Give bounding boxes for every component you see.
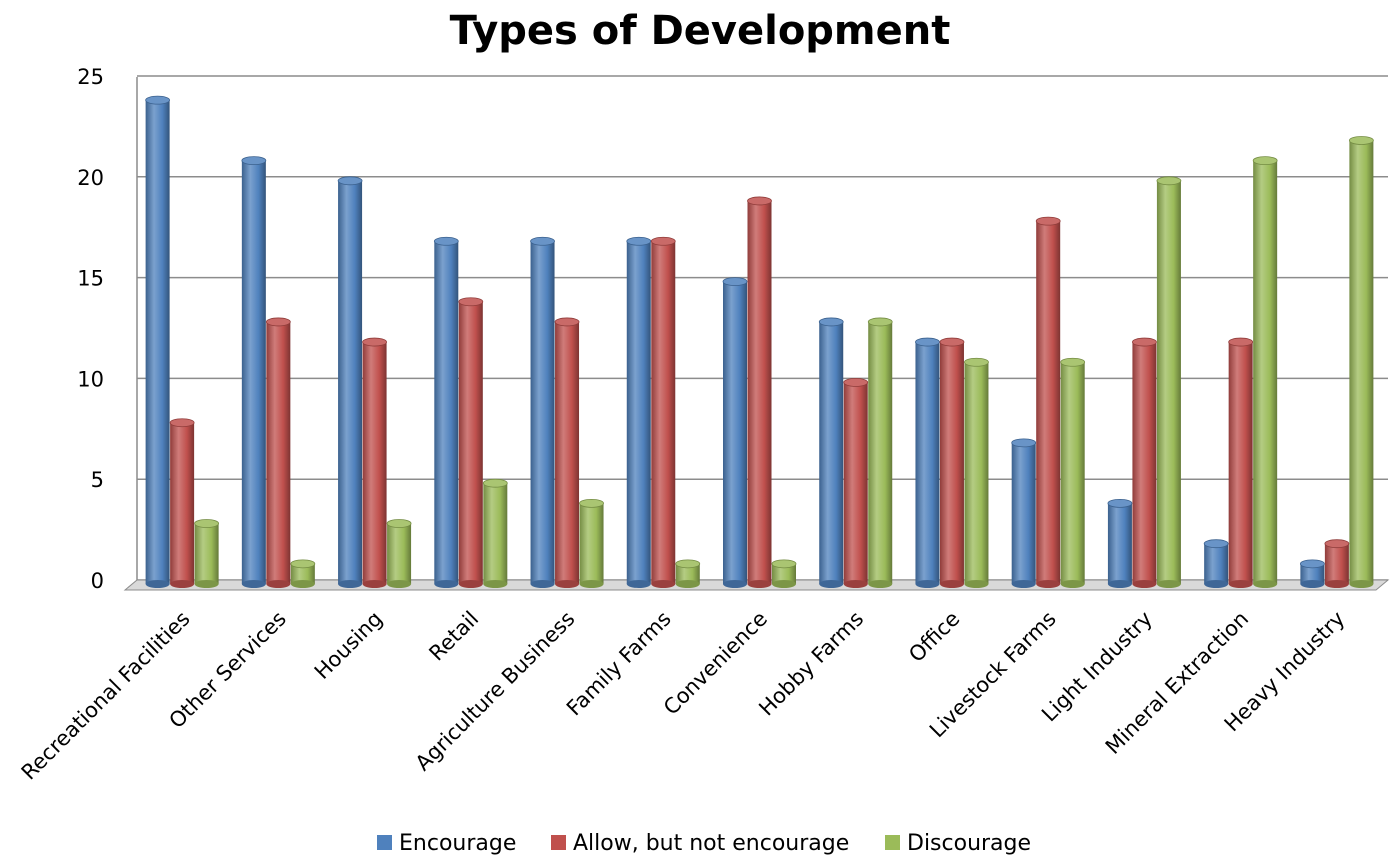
bar-allow-but-not-encourage-9 (1035, 216, 1061, 588)
bar-allow-but-not-encourage-5 (650, 236, 676, 588)
bar-discourage-8 (964, 357, 989, 588)
legend-label: Discourage (907, 831, 1031, 856)
bar-allow-but-not-encourage-11 (1228, 337, 1254, 588)
bar-encourage-12 (1299, 559, 1325, 588)
bar-encourage-8 (915, 337, 940, 588)
bar-encourage-10 (1107, 498, 1133, 588)
legend-swatch (885, 835, 900, 850)
bar-allow-but-not-encourage-8 (939, 337, 965, 588)
x-tick-label: Office (904, 607, 964, 667)
y-tick-label: 15 (77, 267, 104, 291)
bar-allow-but-not-encourage-10 (1132, 337, 1157, 588)
bar-discourage-6 (771, 559, 797, 588)
bar-encourage-1 (241, 156, 267, 588)
bar-discourage-12 (1348, 136, 1374, 588)
bar-encourage-7 (818, 317, 844, 588)
bar-allow-but-not-encourage-2 (362, 337, 387, 588)
bar-encourage-4 (530, 236, 555, 588)
bar-discourage-5 (675, 559, 701, 588)
bar-allow-but-not-encourage-12 (1324, 539, 1350, 588)
bar-allow-but-not-encourage-6 (747, 196, 772, 588)
bar-encourage-3 (433, 236, 459, 588)
bar-allow-but-not-encourage-3 (458, 297, 484, 588)
bar-discourage-1 (290, 559, 316, 588)
legend-label: Allow, but not encourage (573, 831, 849, 856)
y-tick-label: 5 (91, 468, 104, 492)
legend-label: Encourage (399, 831, 516, 856)
legend: Encourage Allow, but not encourage Discour… (377, 831, 1031, 856)
x-tick-label: Recreational Facilities (17, 607, 195, 785)
bar-discourage-11 (1252, 156, 1278, 588)
bar-discourage-0 (194, 519, 220, 588)
bar-encourage-9 (1011, 438, 1037, 588)
bar-encourage-5 (626, 236, 652, 588)
bar-allow-but-not-encourage-4 (554, 317, 580, 588)
bar-discourage-9 (1060, 357, 1086, 588)
bars (145, 95, 1374, 588)
y-tick-label: 20 (77, 166, 104, 190)
legend-swatch (377, 835, 392, 850)
legend-swatch (551, 835, 566, 850)
x-tick-label: Retail (424, 607, 483, 666)
bar-encourage-11 (1203, 539, 1229, 588)
bar-discourage-2 (386, 519, 412, 588)
chart-title: Types of Development (449, 8, 951, 54)
y-tick-label: 10 (77, 367, 104, 391)
legend-item: Allow, but not encourage (551, 831, 849, 856)
bar-encourage-6 (722, 277, 748, 588)
bar-discourage-4 (579, 498, 604, 588)
legend-item: Discourage (885, 831, 1031, 856)
bar-allow-but-not-encourage-0 (169, 418, 195, 588)
bar-discourage-3 (482, 478, 508, 588)
x-tick-label: Agriculture Business (411, 607, 580, 776)
y-tick-label: 0 (91, 569, 104, 593)
legend-item: Encourage (377, 831, 516, 856)
bar-discourage-10 (1156, 176, 1182, 588)
y-tick-label: 25 (77, 65, 104, 89)
bar-discourage-7 (867, 317, 893, 588)
bar-encourage-2 (337, 176, 363, 588)
bar-encourage-0 (145, 95, 171, 588)
bar-allow-but-not-encourage-7 (843, 377, 869, 588)
bar-allow-but-not-encourage-1 (265, 317, 291, 588)
y-axis-ticks: 0 5 10 15 20 25 (77, 65, 104, 593)
x-tick-label: Housing (310, 607, 387, 684)
